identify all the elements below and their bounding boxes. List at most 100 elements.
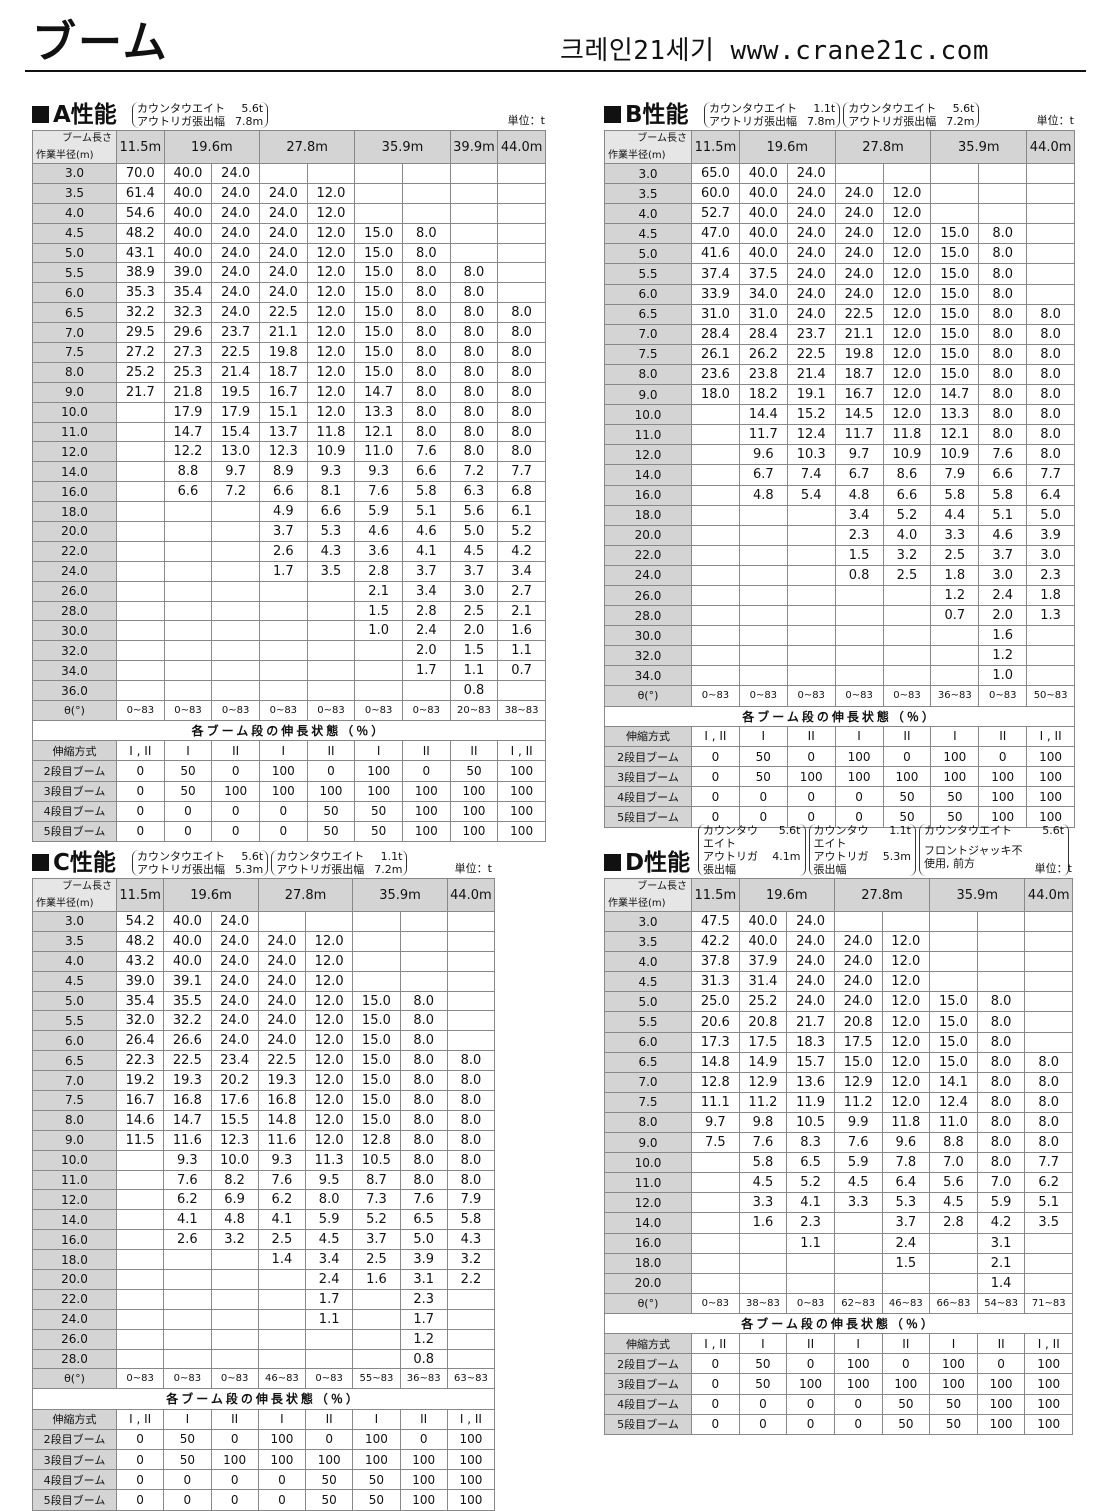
capacity-cell: 24.0 xyxy=(258,222,308,244)
extension-cell: 0 xyxy=(833,1413,883,1436)
extension-cell: I xyxy=(163,1408,212,1430)
capacity-cell: 8.0 xyxy=(449,322,499,344)
capacity-cell: 12.0 xyxy=(306,282,356,304)
condition-group: カウンタウエイト 5.6t アウトリガ張出幅 4.1m xyxy=(698,824,806,876)
extension-cell: I xyxy=(163,740,213,762)
unit-label: 単位：t xyxy=(1036,114,1074,127)
section-conditions: カウンタウエイト 1.1t アウトリガ張出幅 7.8m カウンタウエイト 5.6t アウトリ… xyxy=(704,102,982,128)
table-row: 16.0 2.6 3.2 2.5 4.5 3.7 5.0 4.3 xyxy=(32,1229,496,1251)
radius-cell: 26.0 xyxy=(32,1328,117,1350)
capacity-cell: 4.5 xyxy=(738,1172,788,1194)
extension-row: 4段目ブーム 0 0 0 0 50 50 100 100 xyxy=(32,1469,496,1491)
capacity-cell: 5.8 xyxy=(446,1209,496,1231)
capacity-cell: 8.0 xyxy=(446,1090,496,1111)
capacity-cell: 24.0 xyxy=(833,991,883,1013)
capacity-cell: 7.5 xyxy=(691,1132,740,1154)
capacity-cell xyxy=(1024,1031,1074,1053)
condition-value: 7.8m xyxy=(235,115,264,128)
capacity-cell xyxy=(352,1348,401,1370)
extension-cell: 100 xyxy=(446,1428,496,1450)
capacity-cell: 5.3 xyxy=(881,1192,931,1214)
capacity-cell: 12.0 xyxy=(305,930,354,952)
capacity-cell: 21.7 xyxy=(786,1011,835,1033)
capacity-cell: 35.4 xyxy=(115,990,165,1012)
extension-cell: 50 xyxy=(305,1469,354,1491)
extension-cell: 100 xyxy=(449,780,499,802)
extension-cell: I xyxy=(930,725,980,747)
capacity-cell: 12.0 xyxy=(882,243,932,265)
table-row: 7.5 16.7 16.8 17.6 16.8 12.0 15.0 8.0 8.0 xyxy=(32,1090,496,1111)
capacity-cell: 24.0 xyxy=(786,183,836,205)
extension-cell: 0 xyxy=(738,786,788,808)
condition-name: カウンタウエイト xyxy=(848,102,937,115)
extension-row-label: 3段目ブーム xyxy=(604,766,692,788)
extension-cell: 50 xyxy=(881,1393,931,1415)
capacity-cell: 7.3 xyxy=(352,1189,401,1211)
extension-cell: I , II xyxy=(691,725,740,747)
capacity-cell: 24.0 xyxy=(257,1010,307,1032)
capacity-cell: 10.5 xyxy=(786,1111,835,1134)
condition-name: カウンタウエイト xyxy=(709,102,797,115)
capacity-cell: 4.5 xyxy=(449,540,499,562)
capacity-cell xyxy=(352,1328,401,1350)
theta-label: θ(°) xyxy=(604,685,692,707)
capacity-cell xyxy=(497,262,546,284)
radius-cell: 22.0 xyxy=(604,544,692,566)
extension-cell: 0 xyxy=(691,766,740,788)
table-row: 14.0 1.6 2.3 3.7 2.8 4.2 3.5 xyxy=(604,1212,1074,1234)
extension-cell: I , II xyxy=(446,1408,496,1430)
capacity-cell xyxy=(116,680,165,702)
theta-label: θ(°) xyxy=(32,700,117,721)
condition-name: フロントジャッキ不使用, 前方 xyxy=(924,843,1023,870)
capacity-cell: 7.6 xyxy=(978,444,1028,466)
radius-cell: 20.0 xyxy=(604,524,692,546)
extension-cell: II xyxy=(449,740,499,762)
table-row: 14.0 6.7 7.4 6.7 8.6 7.9 6.6 7.7 xyxy=(604,464,1076,486)
capacity-cell xyxy=(116,461,165,483)
capacity-cell: 35.5 xyxy=(163,990,212,1012)
section-label-text: C性能 xyxy=(53,850,116,876)
capacity-cell: 18.7 xyxy=(834,363,884,386)
extension-cell: 100 xyxy=(258,780,308,802)
table-row: 12.0 9.6 10.3 9.7 10.9 10.9 7.6 8.0 xyxy=(604,444,1076,466)
capacity-cell: 2.7 xyxy=(497,580,546,602)
capacity-cell xyxy=(163,1249,212,1271)
capacity-cell xyxy=(306,660,356,682)
capacity-cell: 11.7 xyxy=(834,424,884,446)
capacity-cell: 8.0 xyxy=(976,1011,1026,1033)
boom-length-header: 44.0m xyxy=(497,130,546,164)
capacity-cell: 7.6 xyxy=(163,1169,212,1191)
capacity-cell xyxy=(786,625,836,647)
capacity-cell: 8.0 xyxy=(446,1149,496,1171)
capacity-cell: 24.0 xyxy=(786,203,836,225)
extension-cell: II xyxy=(211,740,260,762)
capacity-cell: 8.8 xyxy=(929,1132,978,1154)
capacity-cell xyxy=(116,660,165,682)
extension-cell: 0 xyxy=(786,1353,835,1375)
capacity-cell xyxy=(691,1252,740,1274)
capacity-cell xyxy=(163,540,213,562)
capacity-cell: 6.4 xyxy=(881,1172,931,1194)
extension-cell: 0 xyxy=(258,820,308,843)
radius-cell: 11.0 xyxy=(604,424,692,446)
capacity-cell xyxy=(115,1249,165,1271)
page-title: ブーム xyxy=(32,17,169,68)
condition-name: カウンタウエイト xyxy=(924,824,1012,837)
header-corner: ブーム長さ 作業半径(m) xyxy=(604,878,692,912)
radius-cell: 3.5 xyxy=(32,182,117,204)
extension-row-label: 2段目ブーム xyxy=(604,1353,692,1375)
extension-cell: II xyxy=(305,1408,354,1430)
capacity-cell: 8.7 xyxy=(352,1169,401,1191)
capacity-cell xyxy=(257,1328,307,1350)
extension-cell: 100 xyxy=(786,766,836,788)
capacity-cell: 8.0 xyxy=(1026,323,1076,345)
radius-cell: 10.0 xyxy=(32,401,117,423)
capacity-cell: 12.0 xyxy=(306,361,356,383)
capacity-cell: 15.0 xyxy=(929,1051,978,1073)
work-radius-label: 作業半径(m) xyxy=(608,150,666,161)
capacity-cell xyxy=(929,1272,978,1294)
extension-row-label: 2段目ブーム xyxy=(32,760,117,782)
radius-cell: 30.0 xyxy=(604,625,692,647)
capacity-cell: 8.0 xyxy=(976,1132,1026,1154)
capacity-cell: 11.1 xyxy=(691,1091,740,1113)
